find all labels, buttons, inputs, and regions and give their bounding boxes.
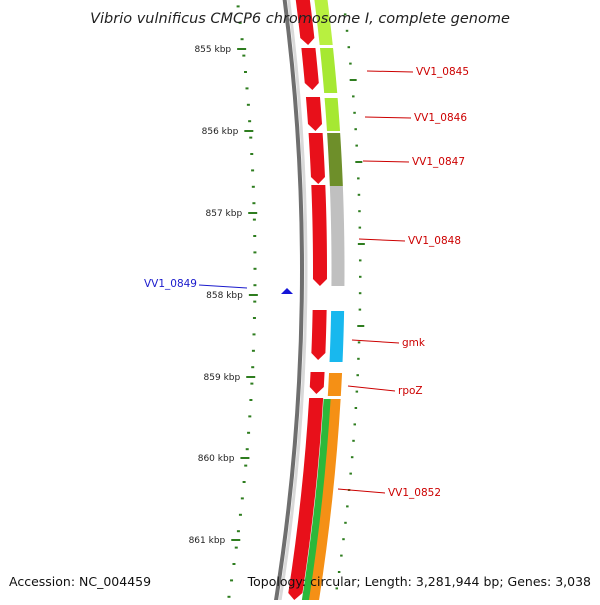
gene-label: VV1_0852 xyxy=(388,487,441,499)
cog-color-block xyxy=(319,48,338,93)
cog-color-block xyxy=(329,186,345,286)
cog-green-stripe xyxy=(301,399,331,600)
tick-label: 860 kbp xyxy=(198,454,235,464)
forward-gene-arrow xyxy=(288,398,324,600)
cog-color-block xyxy=(324,98,341,131)
topology-stats-text: Topology: circular; Length: 3,281,944 bp… xyxy=(247,574,591,589)
label-leader-line xyxy=(351,339,400,344)
label-leader-line xyxy=(198,284,248,289)
label-leader-line xyxy=(358,238,406,242)
cog-color-block xyxy=(327,373,343,396)
forward-gene-arrow xyxy=(308,133,325,184)
tick-label: 858 kbp xyxy=(206,291,243,301)
cog-color-block xyxy=(314,0,333,45)
gene-label: VV1_0848 xyxy=(408,235,461,247)
tick-label: 856 kbp xyxy=(202,127,239,137)
forward-gene-arrow xyxy=(311,185,327,286)
label-leader-line xyxy=(364,116,412,119)
gene-features xyxy=(281,0,345,600)
tick-label: 861 kbp xyxy=(189,536,226,546)
reverse-gene-marker xyxy=(281,288,293,294)
forward-gene-arrow xyxy=(295,0,315,45)
tick-label: 855 kbp xyxy=(194,45,231,55)
label-leader-line xyxy=(337,488,386,494)
gene-label: gmk xyxy=(402,337,426,349)
forward-gene-arrow xyxy=(311,310,327,360)
kbp-ticks: 855 kbp 856 kbp 857 kbp 858 kbp 859 kbp 860 k… xyxy=(189,5,365,598)
cog-color-block xyxy=(327,133,343,186)
backbone-shadow-line xyxy=(277,0,308,605)
gene-label: VV1_0845 xyxy=(416,66,469,78)
gene-label: VV1_0846 xyxy=(414,112,467,124)
map-title: Vibrio vulnificus CMCP6 chromosome I, co… xyxy=(90,11,510,27)
gene-label: VV1_0847 xyxy=(412,156,465,168)
chromosome-rings xyxy=(273,0,308,605)
tick-label: 857 kbp xyxy=(206,209,243,219)
label-leader-line xyxy=(347,385,396,392)
forward-gene-arrow xyxy=(301,48,319,90)
forward-gene-arrow xyxy=(309,372,325,394)
gene-label: VV1_0849 xyxy=(144,278,197,290)
label-leader-line xyxy=(362,160,410,163)
tick-label: 859 kbp xyxy=(204,373,241,383)
accession-text: Accession: NC_004459 xyxy=(9,574,151,589)
backbone-outer-line xyxy=(273,0,304,605)
forward-gene-arrow xyxy=(305,97,323,131)
gene-label: rpoZ xyxy=(398,385,423,397)
label-leader-line xyxy=(366,70,414,73)
cog-color-block xyxy=(329,311,345,362)
